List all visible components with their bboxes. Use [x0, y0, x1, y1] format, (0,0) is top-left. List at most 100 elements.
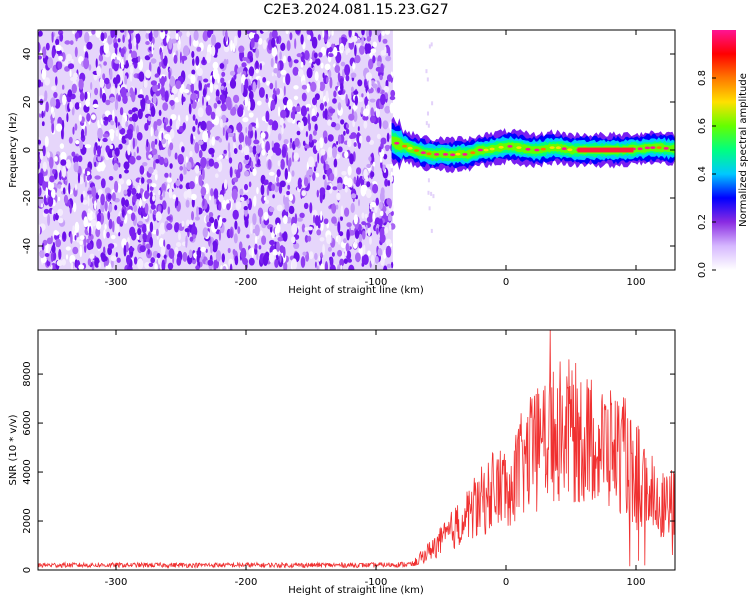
- noise-blob: [156, 118, 162, 126]
- noise-blob: [276, 88, 280, 95]
- noise-blob: [188, 249, 193, 259]
- noise-blob: [252, 228, 257, 234]
- noise-blob: [160, 75, 165, 87]
- noise-blob: [239, 188, 244, 196]
- noise-blob: [179, 173, 184, 182]
- noise-blob: [61, 259, 66, 266]
- stray-mark: [428, 44, 431, 49]
- noise-blob: [191, 211, 194, 221]
- noise-blob: [118, 174, 122, 179]
- noise-blob: [228, 132, 235, 138]
- noise-blob: [291, 236, 296, 244]
- noise-blob: [163, 55, 168, 67]
- noise-blob: [249, 55, 254, 63]
- noise-blob: [190, 133, 194, 145]
- noise-blob: [142, 232, 147, 241]
- noise-blob: [265, 93, 268, 99]
- noise-blob: [255, 48, 260, 59]
- noise-blob: [257, 158, 261, 166]
- noise-blob: [358, 199, 360, 207]
- noise-blob: [104, 200, 108, 212]
- noise-blob: [332, 146, 337, 159]
- noise-blob: [98, 262, 101, 269]
- noise-blob: [276, 169, 281, 178]
- noise-blob: [233, 94, 240, 104]
- noise-blob: [213, 259, 217, 270]
- noise-blob: [149, 186, 154, 191]
- noise-blob: [107, 193, 112, 200]
- noise-blob: [83, 216, 88, 228]
- spectrogram-noise-region: [38, 30, 435, 270]
- noise-blob: [155, 211, 162, 222]
- noise-blob: [366, 135, 371, 143]
- noise-blob: [47, 196, 54, 207]
- noise-blob: [248, 66, 255, 77]
- x-tick-label: -300: [105, 577, 128, 588]
- signal-hotspot: [525, 147, 531, 151]
- noise-blob: [222, 127, 225, 137]
- noise-blob: [179, 165, 184, 171]
- noise-blob: [257, 79, 261, 89]
- noise-blob: [314, 252, 318, 261]
- noise-blob: [304, 144, 311, 149]
- noise-blob: [99, 77, 105, 89]
- noise-blob: [168, 187, 173, 199]
- snr-y-axis-label: SNR (10 * v/v): [8, 414, 19, 485]
- noise-blob: [161, 183, 167, 194]
- noise-blob: [41, 110, 44, 119]
- noise-blob: [59, 169, 62, 181]
- noise-blob: [317, 79, 321, 92]
- noise-blob: [158, 61, 162, 68]
- noise-blob: [44, 90, 48, 102]
- stray-mark: [426, 111, 429, 116]
- noise-blob: [137, 184, 141, 194]
- noise-blob: [343, 238, 347, 244]
- noise-blob: [271, 46, 278, 58]
- noise-blob: [280, 158, 285, 170]
- noise-blob: [113, 42, 119, 49]
- noise-blob: [361, 93, 364, 98]
- noise-blob: [201, 253, 204, 260]
- noise-blob: [382, 164, 386, 172]
- noise-blob: [254, 243, 258, 250]
- spectrogram-signal-trace: [391, 116, 675, 174]
- stray-mark: [430, 228, 433, 233]
- noise-blob: [63, 231, 66, 240]
- noise-blob: [283, 194, 286, 205]
- noise-blob: [331, 30, 334, 36]
- noise-blob: [47, 214, 51, 226]
- noise-blob: [39, 250, 45, 259]
- noise-blob: [50, 97, 57, 109]
- noise-blob: [69, 101, 73, 110]
- noise-blob: [252, 213, 257, 226]
- noise-blob: [215, 173, 219, 178]
- noise-blob: [344, 151, 349, 159]
- noise-blob: [306, 107, 310, 112]
- noise-blob: [283, 261, 288, 270]
- noise-blob: [277, 61, 280, 71]
- noise-blob: [146, 139, 149, 148]
- noise-blob: [67, 63, 75, 70]
- noise-blob: [334, 167, 338, 178]
- noise-blob: [261, 235, 267, 245]
- noise-blob: [267, 149, 274, 157]
- noise-blob: [315, 140, 321, 152]
- noise-blob: [180, 55, 188, 61]
- noise-blob: [97, 127, 103, 140]
- noise-blob: [74, 184, 78, 191]
- noise-blob: [71, 106, 75, 116]
- noise-blob: [88, 226, 92, 237]
- noise-blob: [384, 178, 389, 187]
- noise-blob: [107, 35, 113, 45]
- noise-blob: [355, 252, 361, 263]
- noise-blob: [214, 218, 218, 230]
- noise-blob: [52, 111, 56, 119]
- noise-blob: [293, 95, 299, 101]
- noise-blob: [73, 161, 79, 173]
- noise-blob: [331, 203, 337, 214]
- noise-blob: [249, 130, 253, 139]
- noise-blob: [207, 259, 214, 266]
- noise-blob: [291, 170, 295, 177]
- noise-blob: [239, 144, 243, 151]
- noise-blob: [196, 206, 199, 218]
